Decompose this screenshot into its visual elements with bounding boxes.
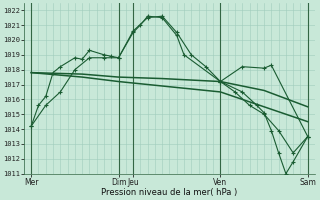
X-axis label: Pression niveau de la mer( hPa ): Pression niveau de la mer( hPa ) xyxy=(101,188,237,197)
